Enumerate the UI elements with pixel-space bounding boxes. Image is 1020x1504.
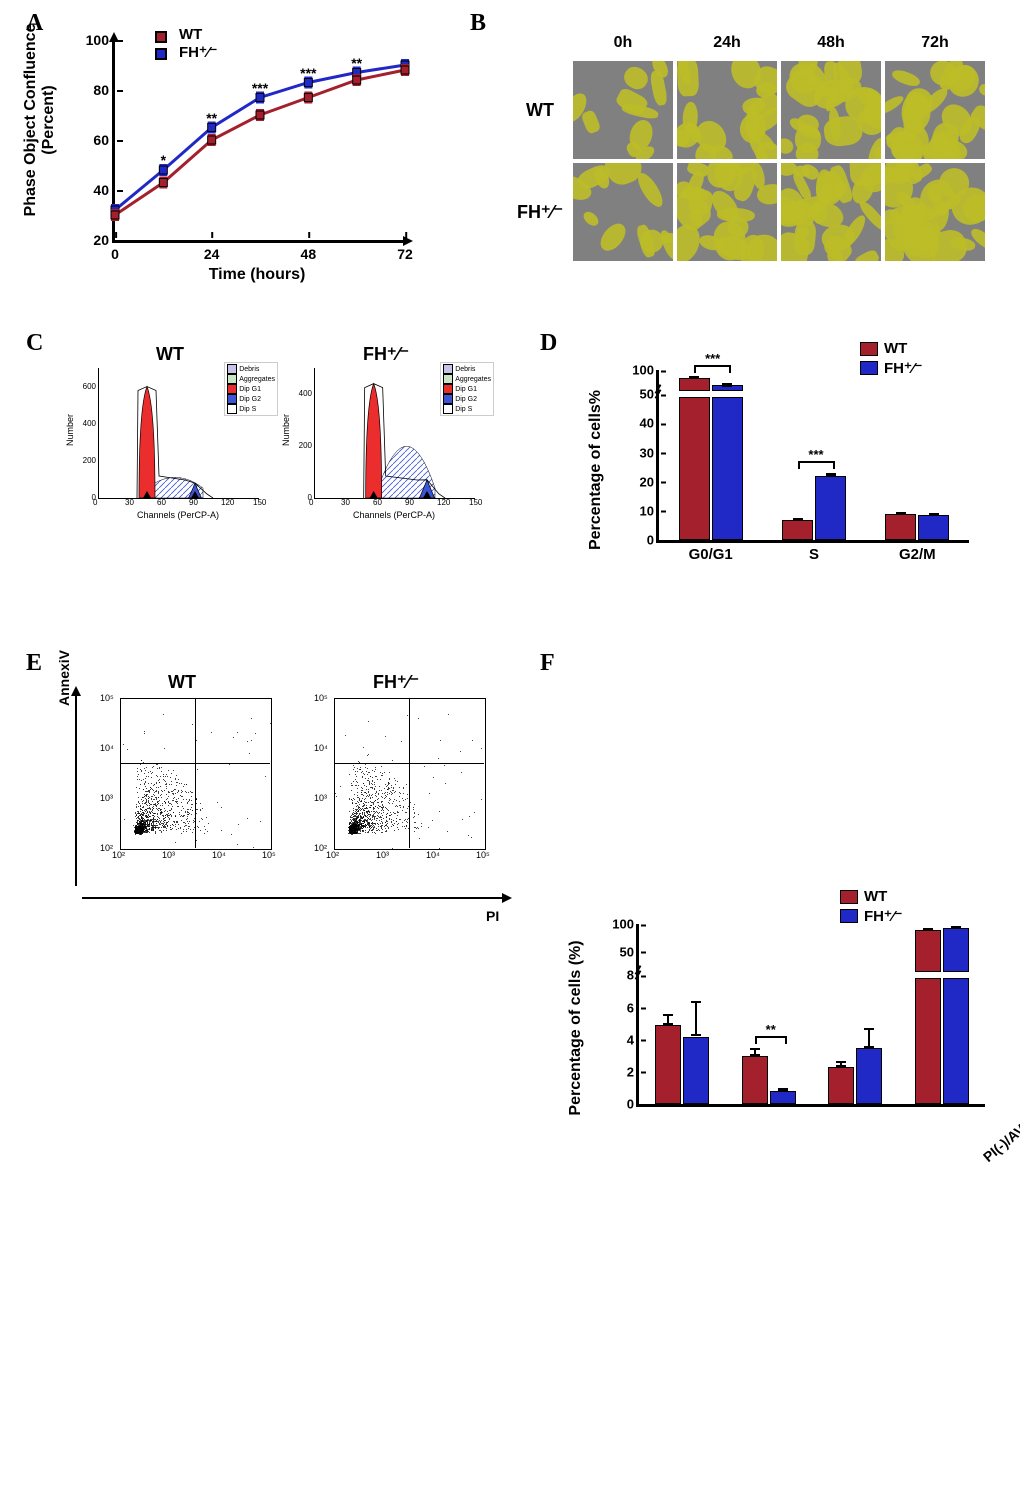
panelC-fh-xlab: Channels (PerCP-A) (314, 510, 474, 520)
panelB-image-cell (572, 162, 674, 262)
panelB-image-cell (780, 162, 882, 262)
panel-C: WT Number Channels (PerCP-A) 02004006000… (70, 360, 486, 530)
panel-D: Percentage of cells% 01020304050100G0/G1… (590, 340, 990, 570)
panelF-legend-fh: FH⁺⁄⁻ (864, 907, 902, 925)
panelB-image-cell (780, 60, 882, 160)
panelE-fh-scatter: FH⁺⁄⁻ 10²10²10³10³10⁴10⁴10⁵10⁵ (296, 690, 496, 890)
panelE-ylabel: AnnexiV (56, 650, 72, 706)
panelB-rowhdr: FH⁺⁄⁻ (510, 162, 570, 262)
panel-F: Percentage of cells (%) 0246850100PI(+)/… (570, 888, 1000, 1208)
bar-category: G2/M (899, 540, 936, 563)
panelC-wt-ylab: Number (65, 414, 75, 446)
panel-label-B: B (470, 10, 486, 37)
panelA-chart: Phase Object Confluence(Percent) Time (h… (40, 20, 420, 290)
panelB-colhdr: 72h (884, 34, 986, 58)
panelB-image-cell (676, 60, 778, 160)
panel-B: 0h24h48h72h WTFH⁺⁄⁻ (510, 34, 986, 262)
panelF-legend-wt: WT (864, 888, 887, 905)
panelB-grid: 0h24h48h72h WTFH⁺⁄⁻ (510, 34, 986, 262)
panelB-colhdr: 0h (572, 34, 674, 58)
panel-label-F: F (540, 650, 555, 677)
panelA-xlabel: Time (hours) (112, 266, 402, 284)
panelD-legend: WT FH⁺⁄⁻ (860, 340, 922, 379)
panelB-rowhdr: WT (510, 60, 570, 160)
panel-E: AnnexiV WT 10²10²10³10³10⁴10⁴10⁵10⁵ FH⁺⁄… (66, 690, 496, 890)
panelD-axes: 01020304050100G0/G1SG2/M****** (656, 370, 969, 543)
panelD-legend-fh: FH⁺⁄⁻ (884, 359, 922, 377)
legend-row-wt: WT (145, 26, 217, 43)
panelE-fh-title: FH⁺⁄⁻ (296, 672, 496, 693)
panelB-colhdr: 48h (780, 34, 882, 58)
panelE-wt-scatter: WT 10²10²10³10³10⁴10⁴10⁵10⁵ (82, 690, 282, 890)
panelB-image-cell (884, 162, 986, 262)
panelC-fh-hist: FH⁺⁄⁻ Number Channels (PerCP-A) 02004000… (286, 360, 486, 530)
bar-category: G0/G1 (689, 540, 733, 563)
panelC-fh-ylab: Number (281, 414, 291, 446)
panel-A: Phase Object Confluence(Percent) Time (h… (40, 20, 420, 290)
bar-category: PI(-)/AV(-) (973, 1112, 1020, 1171)
panelB-image-cell (676, 162, 778, 262)
panelA-legend: WT FH⁺⁄⁻ (145, 26, 217, 61)
panelC-wt-hist: WT Number Channels (PerCP-A) 02004006000… (70, 360, 270, 530)
panel-label-C: C (26, 330, 43, 357)
panel-label-E: E (26, 650, 42, 677)
panelA-axes: 204060801000244872*********** (112, 40, 405, 243)
panelB-colhdr: 24h (676, 34, 778, 58)
panel-label-D: D (540, 330, 557, 357)
panelB-image-cell (572, 60, 674, 160)
panelF-ylabel: Percentage of cells (%) (567, 940, 585, 1115)
panelE-xlabel: PI (486, 908, 499, 924)
panelB-image-cell (884, 60, 986, 160)
panelE-wt-title: WT (82, 672, 282, 693)
panelE-arrow-x (82, 890, 512, 911)
panelC-wt-xlab: Channels (PerCP-A) (98, 510, 258, 520)
panelD-legend-wt: WT (884, 340, 907, 357)
panelD-ylabel: Percentage of cells% (587, 390, 605, 550)
legend-label-fh: FH⁺⁄⁻ (179, 43, 217, 61)
panelA-ylabel: Phase Object Confluence(Percent) (22, 10, 58, 230)
figure-root: A Phase Object Confluence(Percent) Time … (10, 10, 1010, 1002)
legend-row-fh: FH⁺⁄⁻ (145, 43, 217, 61)
panelF-legend: WT FH⁺⁄⁻ (840, 888, 902, 927)
panelF-axes: 0246850100PI(+)/AV(-)PI(+)/AV(+)PI(-)/AV… (636, 924, 985, 1107)
bar-category: S (809, 540, 819, 563)
panelE-arrow-y (62, 686, 82, 899)
legend-label-wt: WT (179, 26, 202, 43)
